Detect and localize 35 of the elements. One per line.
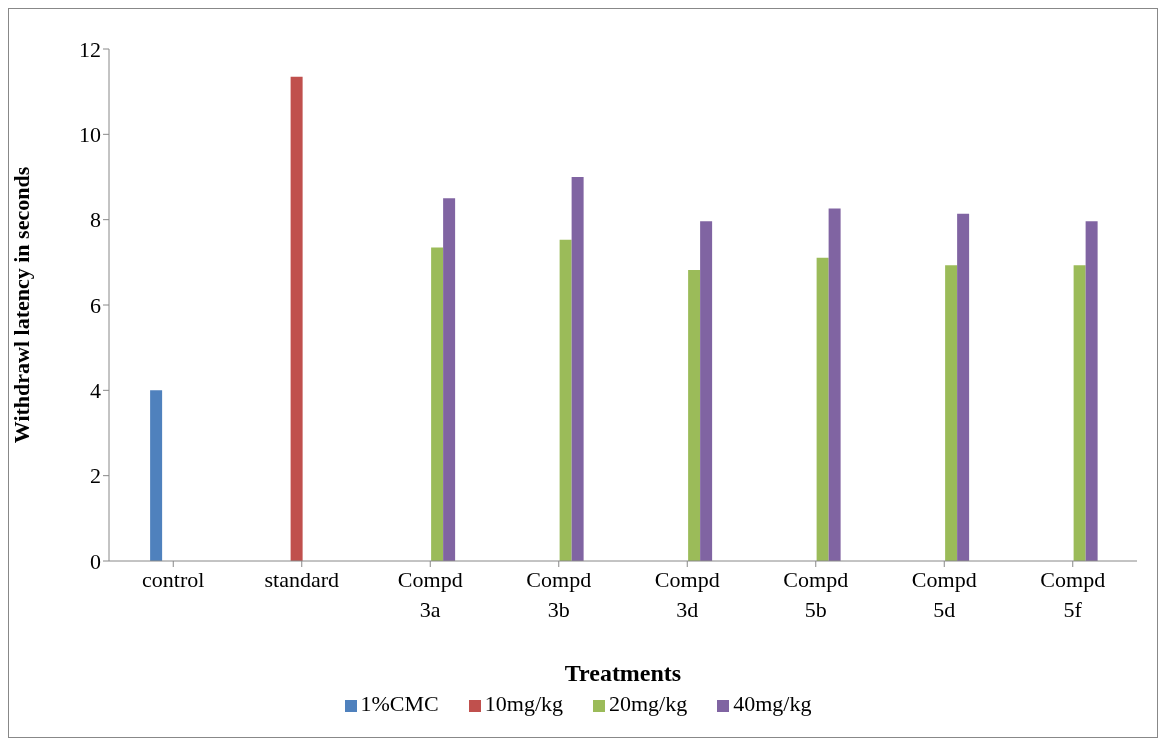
y-tick-label: 6 — [90, 292, 101, 318]
legend-label: 20mg/kg — [609, 691, 688, 716]
bar — [431, 247, 444, 561]
bar — [559, 239, 572, 561]
y-tick-label: 8 — [90, 207, 101, 233]
bar — [150, 390, 163, 561]
y-tick-label: 0 — [90, 548, 101, 574]
bar — [1073, 265, 1086, 561]
y-tick-label: 4 — [90, 378, 101, 404]
x-tick-label: Compd 5d — [911, 567, 977, 622]
x-tick-label: Compd 5f — [1040, 567, 1106, 622]
y-tick-label: 2 — [90, 463, 101, 489]
y-tick-label: 10 — [79, 122, 101, 148]
bar — [828, 208, 841, 561]
bar — [957, 213, 970, 561]
x-tick-label: Compd 3b — [526, 567, 592, 622]
x-axis-title: Treatments — [564, 660, 682, 686]
bar — [571, 177, 584, 561]
bar — [816, 257, 829, 561]
bar — [945, 265, 958, 561]
y-axis-title: Withdrawl latency in seconds — [8, 166, 34, 444]
legend-label: 40mg/kg — [733, 691, 812, 716]
bar — [290, 76, 303, 561]
bar — [700, 221, 713, 561]
x-tick-label: Compd 5b — [783, 567, 849, 622]
y-tick-label: 12 — [79, 36, 101, 62]
legend-label: 10mg/kg — [484, 691, 563, 716]
x-tick-label: Compd 3a — [397, 567, 463, 622]
x-tick-label: standard — [264, 567, 340, 592]
x-tick-label: Compd 3d — [654, 567, 720, 622]
bar — [688, 270, 701, 561]
x-tick-label: control — [142, 567, 205, 592]
bar — [443, 198, 456, 561]
bar — [1085, 221, 1098, 561]
legend-label: 1%CMC — [360, 691, 439, 716]
